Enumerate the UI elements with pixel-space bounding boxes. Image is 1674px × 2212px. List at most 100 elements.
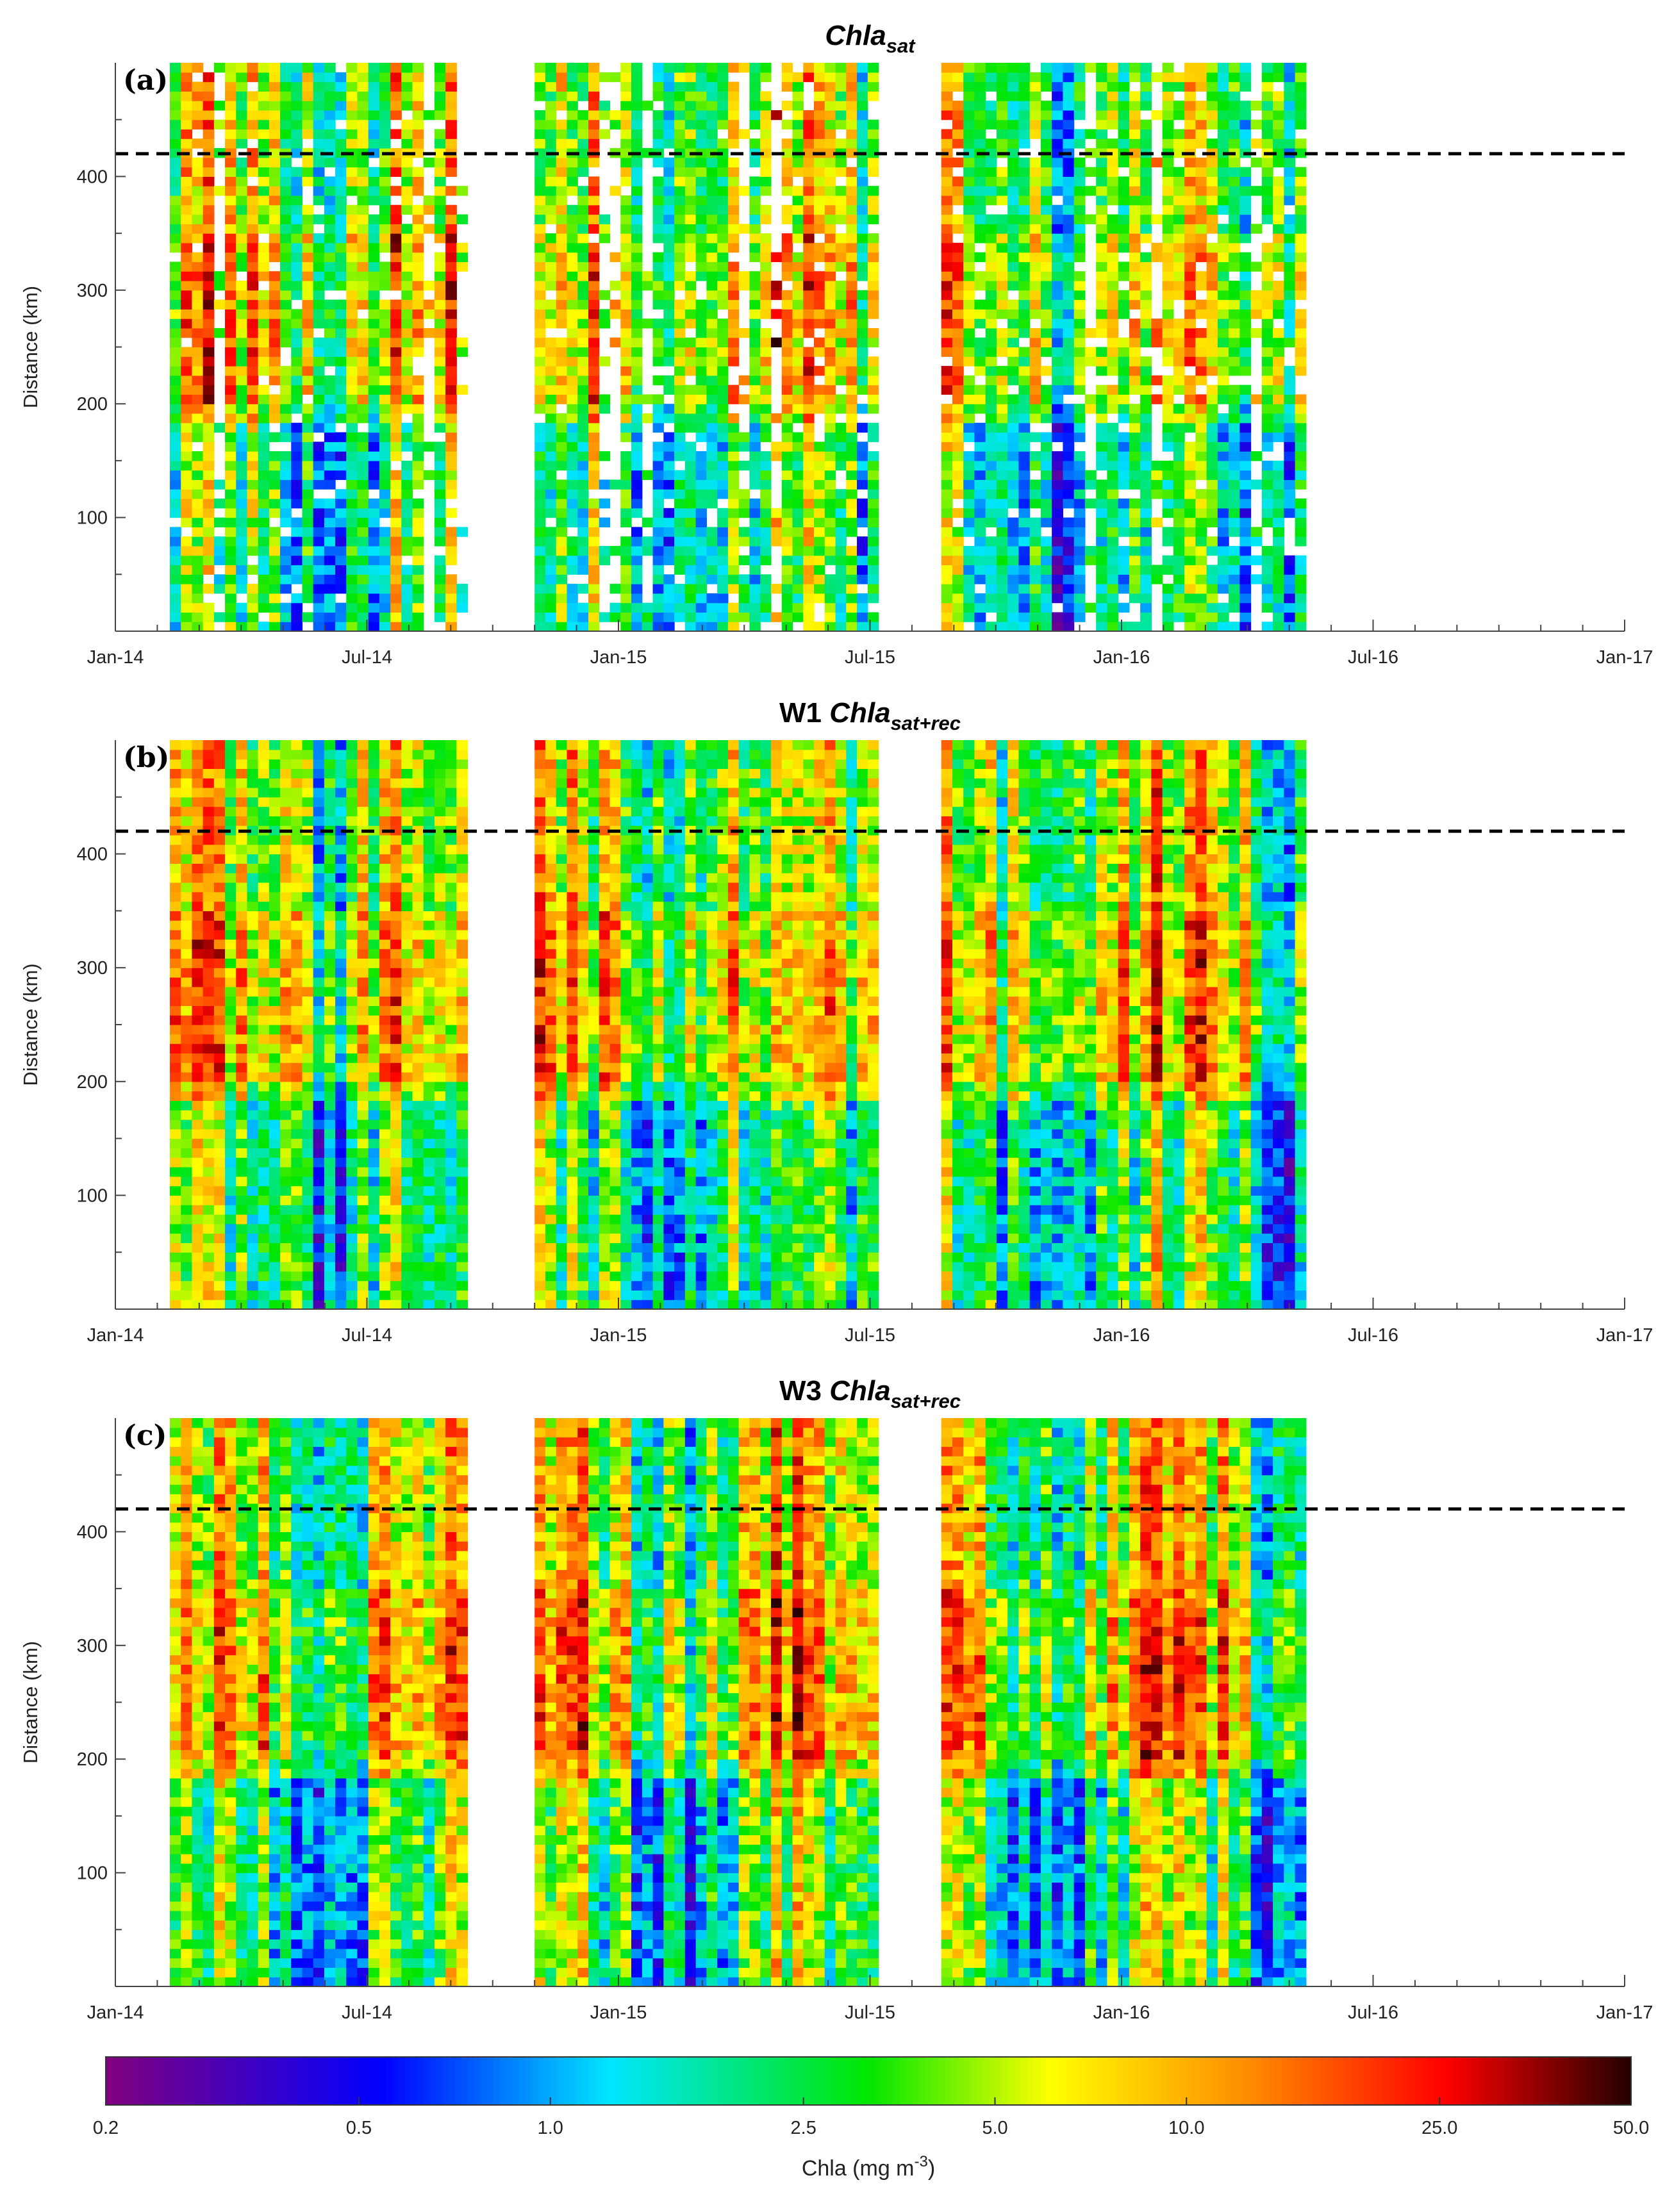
heatmap-cell [1162, 214, 1174, 224]
heatmap-cell [412, 536, 424, 547]
heatmap-cell [941, 593, 953, 604]
heatmap-cell [952, 327, 964, 338]
heatmap-cell [727, 224, 740, 234]
heatmap-cell [203, 299, 215, 310]
heatmap-cell [684, 299, 697, 310]
heatmap-cell [857, 214, 868, 224]
heatmap-cell [346, 167, 358, 177]
heatmap-cell [192, 204, 204, 215]
heatmap-cell [379, 394, 391, 404]
heatmap-cell [213, 271, 226, 281]
heatmap-cell [803, 176, 815, 186]
heatmap-cell [996, 138, 1008, 149]
heatmap-cell [749, 81, 761, 92]
heatmap-cell [792, 327, 804, 338]
heatmap-cell [727, 584, 740, 594]
heatmap-cell [588, 375, 600, 386]
heatmap-cell [280, 110, 292, 120]
heatmap-cell [401, 281, 413, 291]
heatmap-cell [291, 129, 303, 139]
heatmap-cell [749, 91, 761, 101]
heatmap-cell [291, 384, 303, 395]
heatmap-cell [1040, 81, 1052, 92]
heatmap-cell [824, 375, 836, 386]
heatmap-cell [727, 545, 740, 556]
heatmap-cell [974, 167, 986, 177]
heatmap-cell [535, 384, 546, 395]
heatmap-cell [1162, 281, 1174, 291]
heatmap-cell [324, 72, 336, 83]
heatmap-cell [1173, 252, 1185, 263]
heatmap-cell [412, 508, 424, 518]
heatmap-cell [1018, 195, 1031, 206]
heatmap-cell [434, 384, 446, 395]
heatmap-cell [545, 186, 557, 196]
heatmap-cell [824, 517, 836, 527]
heatmap-cell [401, 72, 413, 83]
heatmap-cell [1084, 499, 1097, 509]
y-tick-label: 200 [77, 394, 108, 415]
heatmap-cell [192, 1128, 204, 1139]
heatmap-cell [225, 204, 236, 215]
heatmap-cell [456, 252, 468, 263]
heatmap-cell [642, 612, 654, 622]
heatmap-cell [1140, 261, 1152, 272]
heatmap-cell [588, 347, 600, 357]
heatmap-cell [1096, 422, 1108, 433]
heatmap-cell [280, 252, 292, 263]
heatmap-cell [846, 432, 858, 442]
heatmap-cell [835, 204, 847, 215]
heatmap-cell [1273, 356, 1284, 367]
heatmap-cell [1284, 195, 1296, 206]
heatmap-cell [1040, 442, 1052, 452]
heatmap-cell [941, 271, 953, 281]
heatmap-cell [192, 1271, 204, 1282]
heatmap-cell [1284, 565, 1296, 575]
heatmap-cell [390, 148, 402, 158]
heatmap-cell [1040, 63, 1052, 73]
heatmap-cell [280, 81, 292, 92]
heatmap-cell [642, 101, 654, 111]
heatmap-cell [379, 271, 391, 281]
heatmap-cell [717, 384, 729, 395]
heatmap-cell [588, 195, 600, 206]
heatmap-cell [792, 555, 804, 566]
heatmap-cell [313, 72, 325, 83]
heatmap-cell [247, 612, 259, 622]
heatmap-cell [1173, 101, 1185, 111]
heatmap-cell [846, 318, 858, 329]
heatmap-cell [1018, 242, 1031, 253]
heatmap-cell [824, 101, 836, 111]
heatmap-cell [695, 545, 707, 556]
heatmap-cell [717, 470, 729, 481]
heatmap-cell [824, 460, 836, 471]
heatmap-cell [985, 394, 997, 404]
heatmap-cell [674, 167, 686, 177]
heatmap-cell [236, 63, 248, 73]
heatmap-cell [379, 233, 391, 243]
heatmap-cell [695, 318, 707, 329]
heatmap-cell [170, 1043, 181, 1053]
heatmap-cell [577, 318, 589, 329]
heatmap-cell [567, 101, 578, 111]
heatmap-cell [1173, 602, 1185, 613]
heatmap-cell [535, 508, 546, 518]
heatmap-cell [1118, 375, 1130, 386]
heatmap-cell [269, 81, 281, 92]
heatmap-cell [663, 451, 675, 461]
heatmap-cell [269, 565, 281, 575]
heatmap-cell [280, 499, 292, 509]
heatmap-cell [674, 375, 686, 386]
heatmap-cell [974, 602, 986, 613]
heatmap-cell [1073, 252, 1086, 263]
heatmap-cell [652, 356, 664, 367]
heatmap-cell [1184, 527, 1196, 537]
heatmap-cell [770, 584, 783, 594]
heatmap-cell [846, 442, 858, 452]
heatmap-cell [760, 119, 772, 130]
heatmap-cell [792, 584, 804, 594]
heatmap-cell [236, 356, 248, 367]
heatmap-cell [803, 584, 815, 594]
heatmap-cell [247, 101, 259, 111]
heatmap-cell [1107, 327, 1119, 338]
